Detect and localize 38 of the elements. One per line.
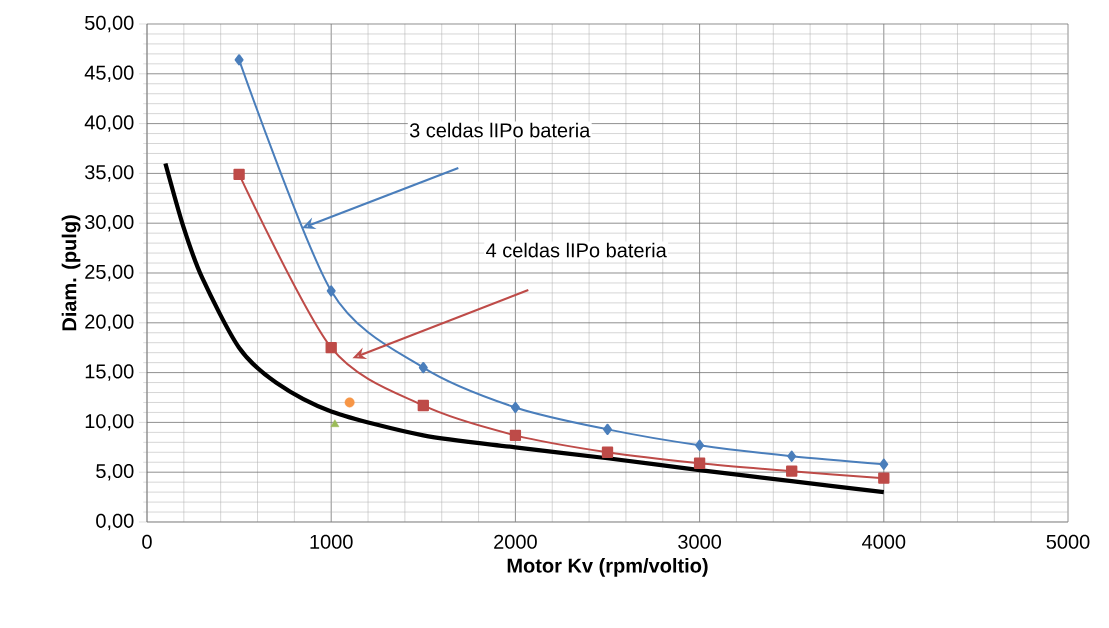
point	[417, 399, 429, 412]
annotation: 3 celdas lIPo bateria	[409, 122, 591, 138]
point	[601, 446, 614, 458]
point	[233, 168, 245, 181]
x-tick-label: 2000	[494, 534, 537, 549]
point	[344, 397, 355, 408]
point	[326, 285, 336, 297]
y-tick-label: 5,00	[96, 463, 134, 481]
y-tick-label: 45,00	[84, 65, 134, 83]
point	[786, 465, 798, 477]
x-axis-title: Motor Kv (rpm/voltio)	[507, 558, 708, 577]
x-tick-label: 1000	[310, 534, 353, 549]
point	[509, 429, 522, 442]
annotation: 4 celdas lIPo bateria	[486, 242, 667, 258]
point	[693, 457, 706, 469]
y-tick-label: 0,00	[96, 513, 134, 531]
point	[330, 419, 340, 427]
x-tick-label: 4000	[862, 534, 906, 549]
point	[879, 458, 889, 470]
point	[510, 401, 520, 414]
point	[878, 472, 890, 484]
y-tick-label: 35,00	[84, 165, 134, 182]
y-tick-label: 10,00	[85, 414, 134, 431]
y-tick-label: 50,00	[85, 15, 134, 33]
x-tick-label: 3000	[678, 534, 722, 549]
point	[234, 54, 244, 66]
y-tick-label: 15,00	[85, 364, 134, 381]
x-tick-label: 5000	[1046, 534, 1090, 549]
point	[695, 439, 705, 451]
y-axis-title: Diam. (pulg)	[61, 215, 81, 331]
point	[418, 361, 428, 374]
point	[325, 342, 337, 354]
y-tick-label: 20,00	[85, 314, 134, 332]
y-tick-label: 25,00	[85, 264, 134, 282]
point	[787, 450, 797, 462]
y-tick-label: 40,00	[84, 115, 134, 132]
y-tick-label: 30,00	[84, 214, 134, 232]
x-tick-label: 0	[142, 534, 152, 549]
